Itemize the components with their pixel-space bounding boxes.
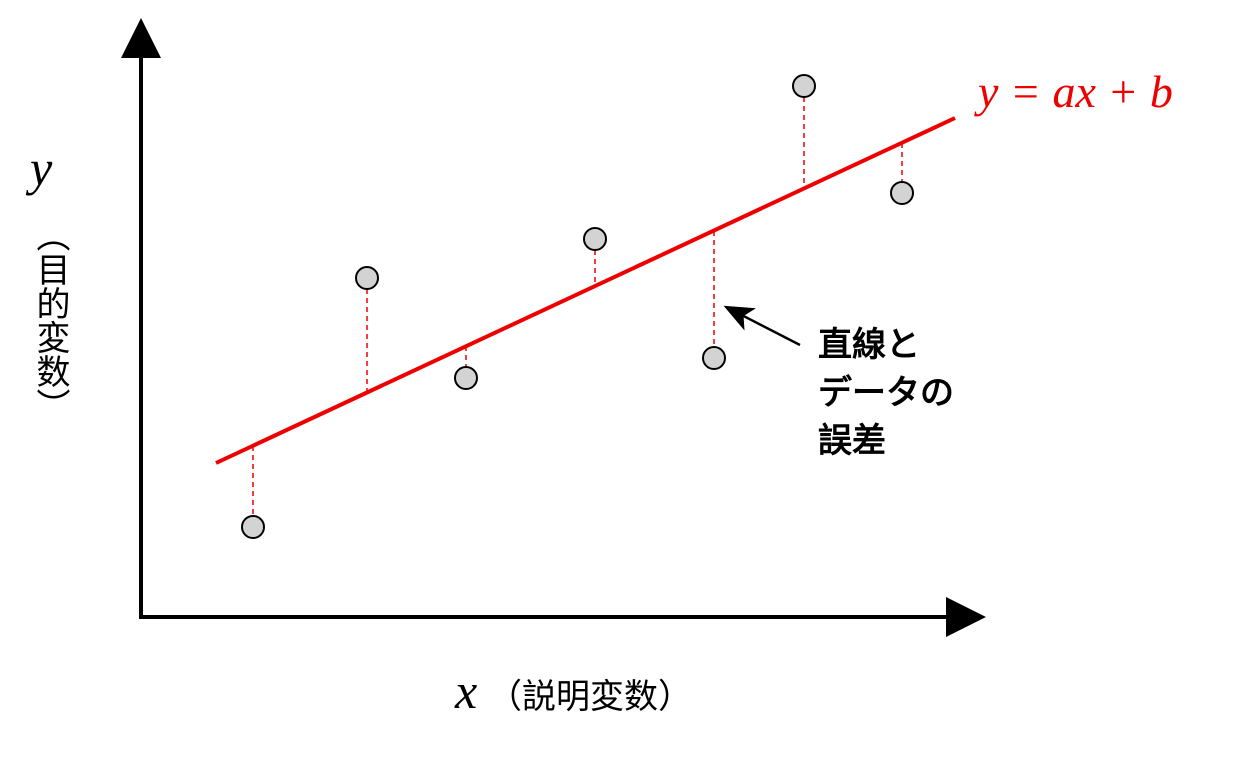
data-points	[241, 74, 914, 539]
annotation-line: 直線と	[818, 325, 920, 365]
y-axis-name: （目的変数）	[30, 218, 70, 422]
annotation: 直線と データの 誤差	[818, 325, 954, 461]
equation: y = ax + b	[974, 66, 1173, 117]
regression-line	[215, 116, 956, 465]
annotation-line: 誤差	[818, 421, 886, 461]
annotation-line: データの	[818, 373, 954, 413]
residuals	[252, 97, 903, 516]
y-axis-symbol: y	[25, 140, 53, 196]
x-axis-symbol: x	[454, 663, 477, 719]
annotation-arrow	[723, 305, 801, 347]
x-axis-name: （説明変数）	[488, 677, 692, 717]
